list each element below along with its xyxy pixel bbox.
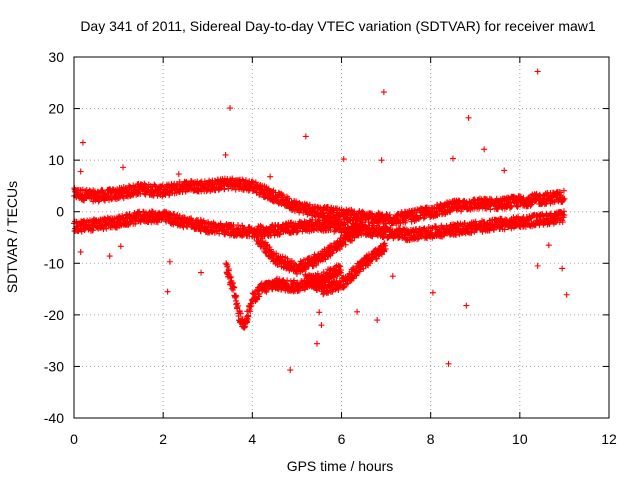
y-axis-label: SDTVAR / TECUs: [4, 181, 20, 293]
outlier-point: [463, 302, 470, 309]
data-point: [348, 206, 355, 213]
data-point: [285, 195, 292, 202]
outlier-point: [534, 262, 541, 269]
outlier-point: [302, 133, 309, 140]
outlier-point: [318, 322, 325, 329]
chart-title: Day 341 of 2011, Sidereal Day-to-day VTE…: [80, 18, 596, 34]
data-point: [269, 188, 276, 195]
y-tick-label: 0: [56, 204, 64, 220]
outlier-point: [465, 114, 472, 121]
data-point: [324, 204, 331, 211]
outlier-point: [287, 367, 294, 374]
x-tick-label: 2: [159, 431, 167, 447]
data-point: [221, 186, 228, 193]
outlier-point: [380, 89, 387, 96]
outlier-point: [79, 139, 86, 146]
data-point: [319, 210, 326, 217]
data-points: [71, 68, 570, 374]
outlier-point: [164, 288, 171, 295]
outlier-point: [545, 242, 552, 249]
outlier-point: [117, 243, 124, 250]
data-point: [278, 190, 285, 197]
y-tick-label: -10: [44, 255, 64, 271]
y-tick-label: 10: [48, 152, 64, 168]
outlier-point: [501, 167, 508, 174]
outlier-point: [227, 105, 234, 112]
outlier-point: [313, 340, 320, 347]
outlier-point: [316, 309, 323, 316]
outlier-point: [389, 273, 396, 280]
outlier-point: [534, 68, 541, 75]
x-tick-label: 4: [248, 431, 256, 447]
outlier-point: [378, 157, 385, 164]
data-point: [232, 186, 239, 193]
x-tick-label: 6: [338, 431, 346, 447]
outlier-point: [175, 171, 182, 178]
outlier-point: [267, 173, 274, 180]
outlier-point: [449, 155, 456, 162]
outlier-point: [563, 291, 570, 298]
grid: [74, 57, 609, 418]
outlier-point: [106, 253, 113, 260]
x-tick-label: 12: [601, 431, 617, 447]
outlier-point: [429, 289, 436, 296]
x-tick-label: 0: [70, 431, 78, 447]
x-axis-label: GPS time / hours: [287, 458, 394, 474]
data-point: [375, 209, 382, 216]
y-tick-label: -20: [44, 307, 64, 323]
y-tick-label: 30: [48, 49, 64, 65]
outlier-point: [559, 265, 566, 272]
outlier-point: [166, 258, 173, 265]
data-point: [368, 210, 375, 217]
outlier-point: [374, 317, 381, 324]
data-point: [264, 187, 271, 194]
outlier-point: [354, 308, 361, 315]
x-tick-label: 10: [512, 431, 528, 447]
data-point: [159, 182, 166, 189]
outlier-point: [222, 151, 229, 158]
y-tick-label: -40: [44, 410, 64, 426]
outlier-point: [77, 168, 84, 175]
outlier-point: [481, 146, 488, 153]
data-point: [275, 200, 282, 207]
outlier-point: [77, 248, 84, 255]
data-point: [349, 217, 356, 224]
data-point: [252, 179, 259, 186]
x-tick-label: 8: [427, 431, 435, 447]
data-point: [344, 214, 351, 221]
outlier-point: [198, 269, 205, 276]
y-tick-label: 20: [48, 101, 64, 117]
outlier-point: [120, 164, 127, 171]
y-tick-label: -30: [44, 358, 64, 374]
data-point: [142, 182, 149, 189]
